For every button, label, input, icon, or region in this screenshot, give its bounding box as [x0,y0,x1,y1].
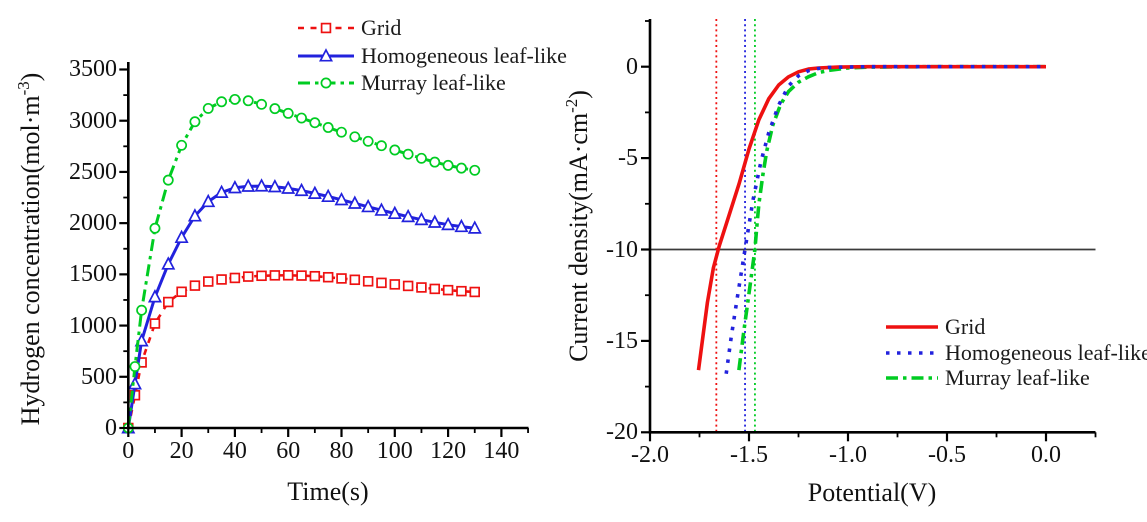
right-xaxis-title: Potential(V) [807,478,937,507]
right-legend-item-grid: Grid [884,314,985,340]
right-legend-sample-grid [886,325,938,329]
right-yaxis-title-close: ) [563,90,593,99]
left-legend-label-murray-leaf-like: Murray leaf-like [361,70,506,95]
right-legend-label-homogeneous-leaf-like: Homogeneous leaf-like [945,340,1147,365]
left-chart-series [121,93,482,434]
right-y-tick-label-0: 0 [626,53,638,80]
left-axes-lines [127,62,529,430]
left-yaxis-title: Hydrogen concentration(mol·m-3) [14,72,45,426]
right-y-tick-label-2: -10 [606,236,638,263]
right-legend-item-homogeneous-leaf-like: Homogeneous leaf-like [884,340,1147,366]
right-legend-label-murray-leaf-like: Murray leaf-like [945,365,1090,390]
right-legend-sample-homogeneous-leaf-like [886,351,938,355]
left-x-tick-label-3: 60 [276,438,301,464]
left-x-tick-label-6: 120 [430,438,467,464]
right-x-tick-label-4: 0.0 [1031,442,1061,468]
right-chart-axes [641,19,1097,442]
left-x-tick-label-5: 100 [376,438,413,464]
left-legend-label-grid: Grid [361,15,402,40]
right-chart [641,19,1097,442]
right-x-tick-label-0: -2.0 [631,442,669,468]
left-yaxis-title-close: ) [15,72,45,82]
left-legend-sample-homogeneous-leaf-like [298,47,354,62]
left-x-tick-label-1: 20 [169,438,194,464]
right-yaxis-title-exponent: -2 [562,98,582,113]
left-legend-sample-murray-leaf-like [298,77,354,89]
left-legend-item-murray-leaf-like: Murray leaf-like [296,70,506,96]
left-legend-item-grid: Grid [296,15,401,41]
left-y-tick-label-1: 500 [81,363,117,390]
left-yaxis-title-text: Hydrogen concentration(mol·m [15,95,45,426]
left-series-murray-leaf-like-line [126,97,476,429]
left-chart-axes [119,62,529,437]
right-legend-item-murray-leaf-like: Murray leaf-like [884,365,1090,391]
left-legend-label-homogeneous-leaf-like: Homogeneous leaf-like [361,42,567,68]
right-x-tick-label-3: -0.5 [928,442,966,468]
right-chart-reference-lines [650,19,1096,433]
left-series-grid-line [127,273,475,429]
right-y-tick-label-1: -5 [618,145,638,172]
left-series-homogeneous-leaf-like-line [126,184,475,429]
right-legend-label-grid: Grid [945,314,986,339]
left-y-tick-label-5: 2500 [69,158,117,185]
left-y-tick-label-6: 3000 [69,107,117,134]
left-y-tick-label-4: 2000 [69,210,117,237]
left-yaxis-title-exponent: -3 [14,81,34,96]
left-series-homogeneous-leaf-like-markers [121,178,482,434]
left-xaxis-title: Time(s) [287,477,369,506]
left-chart [119,62,529,437]
left-legend-item-homogeneous-leaf-like: Homogeneous leaf-like [296,43,567,69]
left-x-tick-label-0: 0 [122,438,135,464]
right-yaxis-title: Current density(mA·cm-2) [562,90,593,362]
left-series-murray-leaf-like-markers [122,93,481,434]
right-x-tick-label-2: -1.0 [829,442,867,468]
right-y-tick-label-3: -15 [606,327,638,354]
left-x-tick-label-2: 40 [222,438,247,464]
right-series-grid-line [696,64,1046,371]
left-y-tick-label-3: 1500 [69,261,117,288]
right-legend-sample-murray-leaf-like [886,376,938,380]
left-series-grid-markers [123,270,481,434]
left-legend-sample-grid [298,22,354,34]
right-y-tick-label-4: -20 [606,419,638,446]
right-yaxis-title-text: Current density(mA·cm [563,112,593,362]
left-x-tick-label-7: 140 [483,438,520,464]
left-y-tick-label-0: 0 [105,415,117,441]
left-y-tick-label-7: 3500 [69,56,117,83]
right-x-tick-label-1: -1.5 [730,442,768,468]
right-chart-series [696,64,1046,375]
left-x-tick-label-4: 80 [329,438,354,464]
left-y-tick-label-2: 1000 [69,312,117,339]
